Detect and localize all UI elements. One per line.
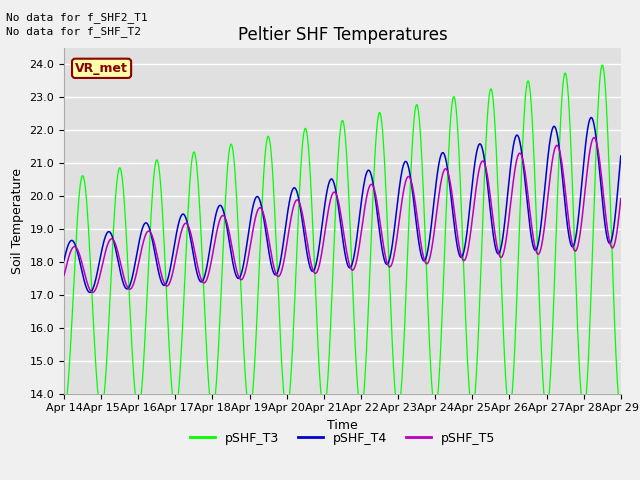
Text: No data for f_SHF2_T1: No data for f_SHF2_T1	[6, 12, 148, 23]
pSHF_T4	[60, 257, 68, 263]
X-axis label: Time: Time	[327, 419, 358, 432]
Line: pSHF_T5: pSHF_T5	[64, 138, 621, 292]
pSHF_T5	[413, 212, 420, 218]
pSHF_T5	[89, 289, 97, 295]
pSHF_T4	[237, 272, 244, 278]
pSHF_T4	[86, 289, 93, 295]
Y-axis label: Soil Temperature: Soil Temperature	[11, 168, 24, 274]
pSHF_T5	[449, 195, 456, 201]
pSHF_T4	[449, 209, 456, 215]
Text: No data for f_SHF_T2: No data for f_SHF_T2	[6, 26, 141, 37]
Line: pSHF_T4: pSHF_T4	[64, 118, 621, 292]
pSHF_T3	[520, 128, 527, 133]
pSHF_T4	[449, 207, 456, 213]
pSHF_T3	[617, 407, 625, 413]
pSHF_T5	[520, 160, 527, 166]
pSHF_T4	[413, 226, 420, 231]
pSHF_T4	[520, 164, 527, 170]
pSHF_T3	[237, 279, 244, 285]
pSHF_T5	[60, 273, 68, 278]
pSHF_T5	[590, 135, 598, 141]
Legend: pSHF_T3, pSHF_T4, pSHF_T5: pSHF_T3, pSHF_T4, pSHF_T5	[185, 427, 500, 450]
pSHF_T5	[237, 276, 244, 282]
Title: Peltier SHF Temperatures: Peltier SHF Temperatures	[237, 25, 447, 44]
pSHF_T3	[413, 102, 420, 108]
pSHF_T4	[479, 145, 486, 151]
Text: VR_met: VR_met	[75, 62, 128, 75]
Line: pSHF_T3: pSHF_T3	[64, 65, 621, 410]
pSHF_T3	[60, 407, 68, 413]
pSHF_T3	[449, 97, 456, 103]
pSHF_T3	[449, 98, 456, 104]
pSHF_T4	[588, 115, 595, 120]
pSHF_T5	[617, 196, 625, 202]
pSHF_T3	[478, 233, 486, 239]
pSHF_T5	[449, 196, 456, 202]
pSHF_T4	[617, 153, 625, 159]
pSHF_T3	[598, 62, 606, 68]
pSHF_T5	[479, 158, 486, 164]
